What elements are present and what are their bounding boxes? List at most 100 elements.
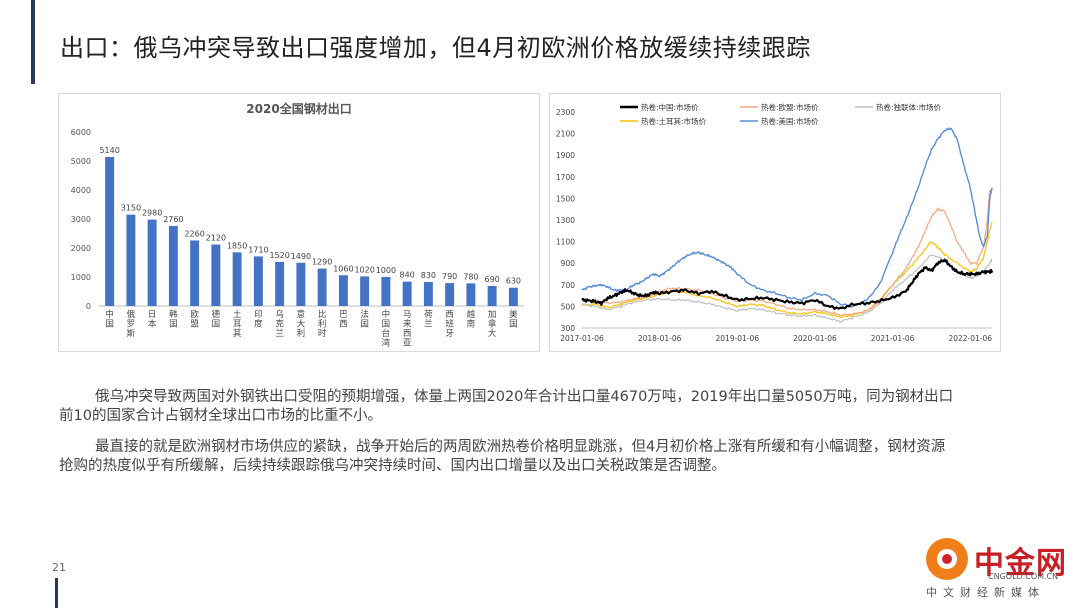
x-tick-label: 比利时	[318, 309, 327, 339]
bar-data-label: 1060	[333, 264, 353, 273]
bar-data-label: 1850	[227, 241, 247, 250]
bar-data-label: 2120	[206, 234, 226, 243]
chart-title: 2020全国钢材出口	[246, 101, 351, 116]
bar-data-label: 790	[442, 272, 457, 281]
x-tick-label: 土耳其	[233, 309, 242, 339]
x-tick-label: 法国	[360, 309, 369, 330]
x-tick-label: 美国	[509, 309, 518, 330]
bar-data-label: 630	[506, 277, 521, 286]
y-tick-label: 2000	[71, 244, 91, 253]
logo-slogan: 中文财经新媒体	[926, 586, 1045, 599]
x-tick-label: 中国	[105, 309, 114, 330]
bar-data-label: 1000	[376, 266, 396, 275]
y-tick-label: 1000	[71, 273, 91, 282]
series-line	[581, 189, 993, 317]
legend-label: 热卷:土耳其:市场价	[641, 116, 707, 126]
y-tick-label: 2300	[556, 108, 575, 117]
bar	[381, 277, 391, 306]
legend-label: 热卷:欧盟:市场价	[761, 102, 819, 112]
y-tick-label: 4000	[71, 186, 91, 195]
y-tick-label: 1700	[556, 173, 575, 182]
x-tick-label: 2020-01-06	[793, 334, 837, 343]
page-number: 21	[52, 561, 66, 574]
x-tick-label: 欧盟	[190, 309, 199, 330]
y-tick-label: 3000	[71, 215, 91, 224]
bar	[423, 281, 433, 306]
x-tick-label: 日本	[148, 310, 157, 330]
y-tick-label: 5000	[71, 157, 91, 166]
line-chart-panel: 300 500 700 900 1100 1300 1500 1700 1900 2100 2300…	[549, 93, 1001, 352]
x-tick-label: 2018-01-06	[638, 334, 682, 343]
legend-label: 热卷:独联体:市场价	[876, 102, 942, 112]
y-tick-label: 6000	[71, 128, 91, 137]
x-tick-label: 俄罗斯	[127, 309, 136, 339]
x-tick-label: 乌克兰	[275, 309, 284, 339]
y-tick-label: 700	[561, 281, 576, 290]
bar	[168, 225, 178, 306]
accent-bar-bottom	[55, 578, 58, 608]
x-tick-label: 越南	[467, 309, 476, 330]
x-tick-label: 西班牙	[445, 310, 454, 339]
series-line	[581, 127, 993, 308]
y-tick-label: 0	[86, 302, 91, 311]
bar	[232, 252, 242, 306]
bar-data-label: 1520	[269, 251, 289, 260]
paragraph-2: 最直接的就是欧洲钢材市场供应的紧缺，战争开始后的两周欧洲热卷价格明显跳涨，但4月…	[59, 439, 946, 474]
x-tick-label: 2021-01-06	[871, 334, 915, 343]
y-tick-label: 1100	[556, 238, 575, 247]
bar	[466, 283, 476, 306]
y-tick-label: 1300	[556, 216, 575, 225]
paragraph-1: 俄乌冲突导致两国对外钢铁出口受阻的预期增强，体量上两国2020年合计出口量467…	[59, 389, 954, 424]
bar	[338, 275, 348, 306]
bar	[147, 219, 157, 306]
y-tick-label: 900	[561, 259, 576, 268]
x-tick-label: 意大利	[297, 309, 306, 339]
accent-bar	[31, 0, 35, 84]
bar-data-label: 5140	[99, 146, 119, 155]
x-tick-label: 加拿大	[488, 309, 497, 339]
x-tick-label: 荷兰	[424, 309, 433, 330]
bar-data-label: 1290	[312, 258, 332, 267]
bar-data-label: 3150	[121, 204, 141, 213]
y-tick-label: 500	[561, 302, 576, 311]
bar	[317, 268, 327, 306]
series-line	[581, 254, 993, 323]
x-tick-label: 马来西亚	[403, 310, 412, 349]
x-tick-label: 中国台湾	[382, 309, 391, 349]
x-tick-label: 2022-01-06	[948, 334, 992, 343]
bar-data-label: 840	[399, 271, 414, 280]
bar-data-label: 1020	[354, 265, 374, 274]
bar	[275, 261, 285, 306]
bar-data-label: 2760	[163, 215, 183, 224]
bar-data-label: 2980	[142, 209, 162, 218]
x-tick-label: 德国	[212, 309, 221, 330]
bar	[190, 240, 200, 306]
x-tick-label: 2019-01-06	[716, 334, 760, 343]
line-chart: 300 500 700 900 1100 1300 1500 1700 1900 2100 2300…	[556, 102, 994, 343]
bar	[402, 281, 412, 306]
bar-chart: 2020全国钢材出口 0 1000 2000 3000 4000 5000 6000 5140 中…	[71, 101, 524, 349]
bar-data-label: 1490	[291, 252, 311, 261]
x-tick-label: 巴西	[339, 310, 348, 330]
bar	[105, 156, 115, 306]
logo-mark-icon	[926, 538, 968, 580]
bar	[296, 262, 306, 306]
bar-data-label: 2260	[184, 229, 204, 238]
logo-url: CNGOLD.COM.CN	[988, 572, 1059, 581]
logo-name: 中金网	[974, 546, 1067, 581]
y-tick-label: 2100	[556, 130, 575, 139]
bar	[360, 276, 370, 306]
y-tick-label: 1500	[556, 194, 575, 203]
bar	[445, 283, 455, 306]
bar	[487, 285, 497, 306]
brand-logo: 中金网 CNGOLD.COM.CN 中文财经新媒体	[920, 536, 1070, 600]
series-line	[581, 258, 994, 310]
y-tick-label: 300	[561, 324, 576, 333]
page-title: 出口：俄乌冲突导致出口强度增加，但4月初欧洲价格放缓续持续跟踪	[60, 34, 811, 62]
bar-data-label: 780	[463, 272, 478, 281]
x-tick-label: 韩国	[169, 309, 178, 330]
x-tick-label: 印度	[254, 309, 263, 330]
bar-data-label: 690	[484, 275, 499, 284]
bar	[253, 256, 263, 306]
legend-label: 热卷:美国:市场价	[761, 116, 819, 126]
